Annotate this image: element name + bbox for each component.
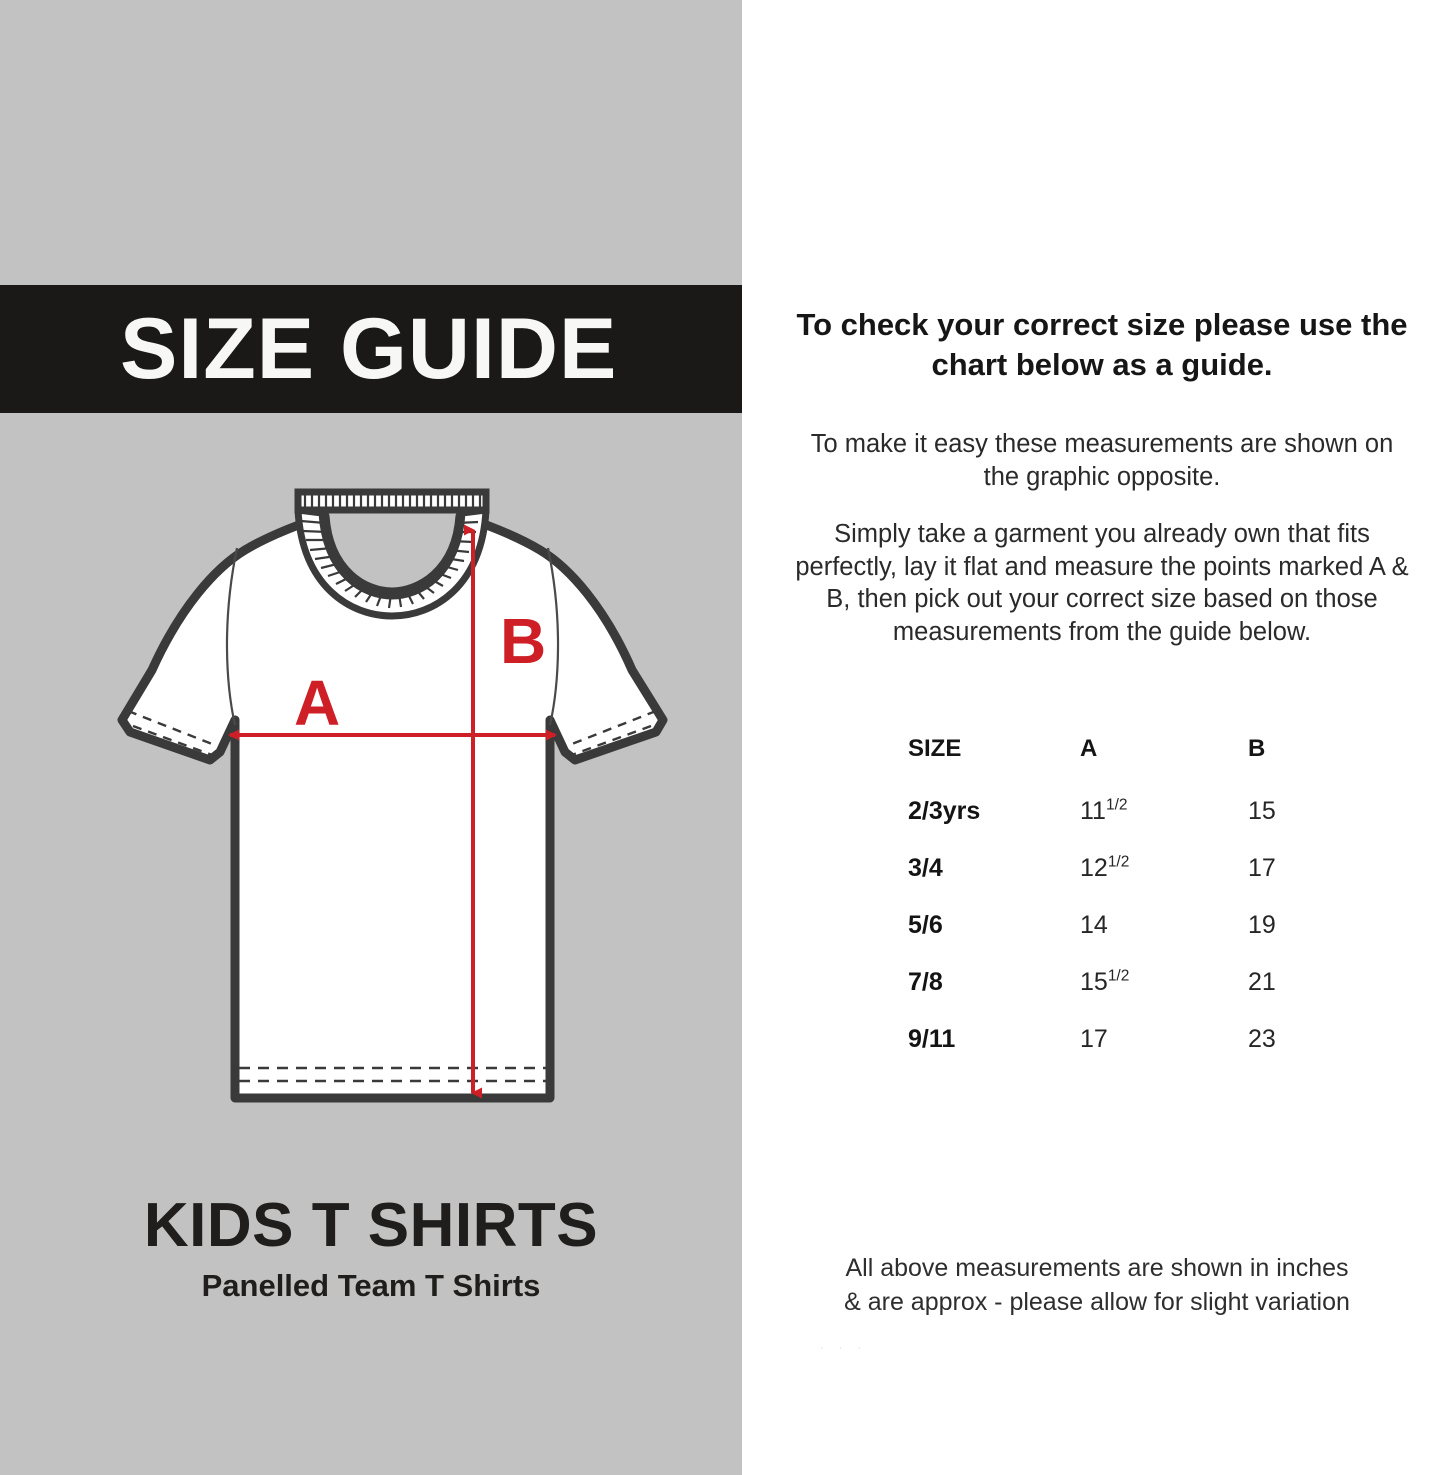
measure-label-a: A — [294, 667, 340, 739]
fraction-superscript: 1/2 — [1107, 853, 1130, 871]
table-row: 3/4 121/2 17 — [908, 854, 1328, 911]
cell-measure-b: 17 — [1248, 854, 1276, 882]
cell-measure-a: 121/2 — [1080, 853, 1130, 882]
cell-size: 2/3yrs — [908, 797, 981, 825]
cell-measure-b: 21 — [1248, 968, 1276, 996]
cell-size: 3/4 — [908, 854, 943, 882]
footnote-line-1: All above measurements are shown in inch… — [845, 1254, 1349, 1282]
scan-artifact-marks: · · · — [820, 1342, 868, 1354]
instructions-heading: To check your correct size please use th… — [796, 307, 1408, 383]
column-header-size: SIZE — [908, 735, 962, 762]
measurement-footnote: All above measurements are shown in inch… — [777, 1252, 1417, 1320]
cell-size: 9/11 — [908, 1025, 956, 1053]
table-row: 2/3yrs 111/2 15 — [908, 797, 1328, 854]
tshirt-outline — [117, 511, 668, 1103]
footnote-line-2: & are approx - please allow for slight v… — [844, 1287, 1350, 1316]
right-info-panel: To check your correct size please use th… — [742, 0, 1445, 1475]
bottom-hem-stitching — [239, 1066, 546, 1083]
tshirt-diagram: A B — [100, 480, 680, 1130]
column-header-a: A — [1080, 735, 1098, 762]
sleeve-hem-stitching — [127, 709, 657, 758]
cell-measure-a: 17 — [1080, 1025, 1108, 1053]
size-guide-banner: SIZE GUIDE — [0, 285, 742, 413]
left-illustration-panel: SIZE GUIDE — [0, 0, 742, 1475]
instructions-paragraph-1: To make it easy these measurements are s… — [810, 430, 1394, 491]
size-chart-table: SIZE A B 2/3yrs 111/2 15 3/4 121/2 17 5/6 14 19 7… — [908, 735, 1328, 1082]
size-guide-title: SIZE GUIDE — [120, 301, 618, 397]
cell-measure-b: 15 — [1248, 797, 1276, 825]
cell-size: 5/6 — [908, 911, 943, 939]
product-subtitle: Panelled Team T Shirts — [201, 1268, 541, 1303]
cell-measure-a: 151/2 — [1080, 967, 1130, 996]
size-chart-body: 2/3yrs 111/2 15 3/4 121/2 17 5/6 14 19 7/8 151/2 21… — [908, 797, 1328, 1082]
table-row: 5/6 14 19 — [908, 911, 1328, 968]
table-header-row: SIZE A B — [908, 735, 1328, 797]
neck-tape — [294, 488, 490, 514]
instructions-paragraph-2: Simply take a garment you already own th… — [795, 520, 1409, 646]
fraction-superscript: 1/2 — [1105, 796, 1128, 814]
cell-measure-b: 23 — [1248, 1025, 1276, 1053]
cell-measure-a: 14 — [1080, 911, 1108, 939]
table-row: 9/11 17 23 — [908, 1025, 1328, 1082]
table-row: 7/8 151/2 21 — [908, 968, 1328, 1025]
measure-label-b: B — [500, 605, 546, 677]
cell-measure-b: 19 — [1248, 911, 1276, 939]
product-title: KIDS T SHIRTS — [143, 1191, 599, 1260]
cell-measure-a: 111/2 — [1080, 796, 1128, 825]
cell-size: 7/8 — [908, 968, 943, 996]
column-header-b: B — [1248, 735, 1266, 762]
fraction-superscript: 1/2 — [1107, 967, 1130, 985]
